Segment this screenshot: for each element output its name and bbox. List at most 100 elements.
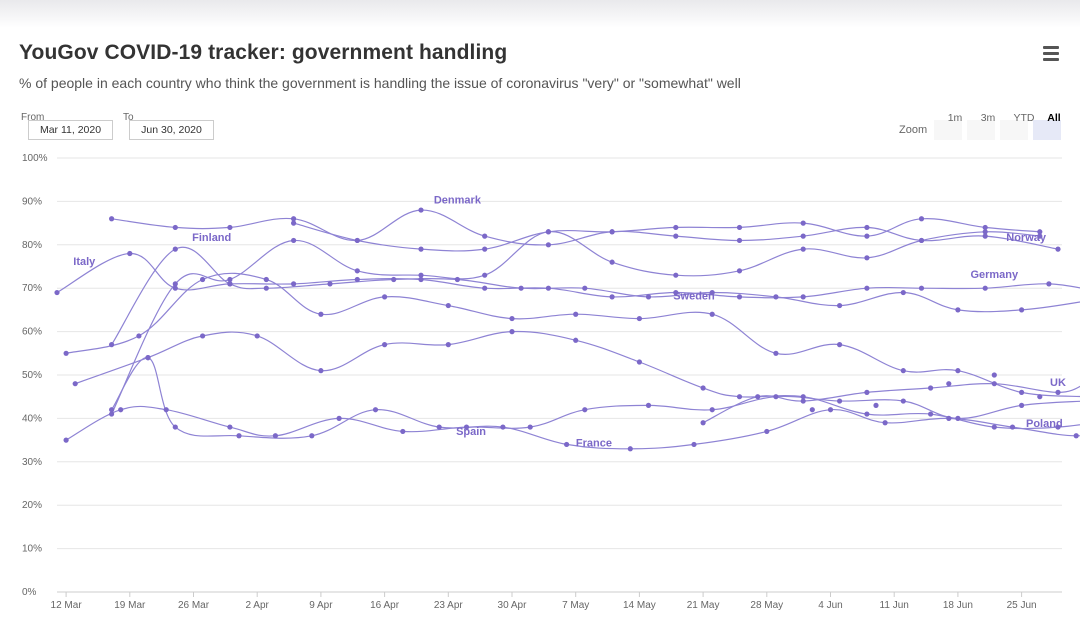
data-point-italy [172,285,178,291]
data-point-germany [263,285,269,291]
menu-icon-bar [1043,52,1059,55]
data-point-norway [1037,229,1043,235]
data-point-finland [736,268,743,274]
x-tick-label: 7 May [562,600,589,611]
x-tick-label: 12 Mar [51,600,83,611]
data-point-finland [982,229,988,235]
x-tick-label: 28 May [750,600,783,611]
data-point-italy [418,276,424,283]
data-point-poland [827,407,834,413]
data-point-italy [291,281,297,287]
data-point-sweden [200,276,206,283]
data-point-italy [127,250,133,257]
data-point-poland [691,441,697,448]
data-point-italy [545,285,552,291]
data-point-norway [673,224,679,231]
y-tick-label: 90% [22,196,42,207]
data-point-germany [391,276,397,283]
data-point-germany [327,281,333,287]
chart-subtitle: % of people in each country who think th… [19,75,741,91]
zoom-all-button[interactable]: All [1047,112,1061,124]
data-point-finland [609,259,615,265]
data-point-finland [864,255,870,261]
y-tick-label: 100% [22,153,48,164]
zoom-1m-button[interactable]: 1m [947,112,963,124]
data-point-sweden [445,302,451,309]
data-point-sweden [1019,389,1025,395]
data-point-norway [354,237,360,244]
data-point-uk [509,329,515,335]
data-point-germany [709,289,715,296]
data-point-france [800,398,806,404]
data-point-spain [63,437,69,443]
data-point-denmark [109,216,115,222]
data-point-sweden [382,294,388,300]
data-point-france [991,381,997,387]
data-point-finland [354,268,360,274]
data-point-poland [372,407,379,413]
x-tick-label: 9 Apr [309,600,333,611]
x-tick-label: 21 May [687,600,720,611]
data-point-uk [254,333,260,339]
series-labels: Denmark Norway Finland Italy Germany Sweden UK… [73,195,1066,450]
data-point-spain [227,424,233,430]
y-tick-label: 80% [22,240,42,251]
zoom-ytd-button-bg[interactable] [1000,120,1028,140]
data-point-denmark [418,207,424,213]
data-point-poland [882,420,888,426]
data-point-germany [518,285,524,291]
y-tick-label: 0% [22,587,37,598]
menu-icon-bar [1043,46,1059,49]
series-line-finland [111,231,1040,415]
data-point-finland [109,411,115,417]
data-point-spain [336,415,342,421]
hamburger-menu-icon[interactable] [1043,46,1059,61]
data-point-denmark [291,216,297,222]
data-point-poland [109,407,115,413]
series-label-france: France [576,438,612,450]
data-point-spain [955,415,961,421]
data-point-poland [436,424,442,430]
x-tick-label: 19 Mar [114,600,146,611]
data-point-denmark [545,242,552,248]
data-point-norway [800,220,806,226]
data-point-poland [172,424,178,430]
menu-icon-bar [1043,58,1059,61]
data-point-poland [309,433,315,439]
data-point-uk [72,381,78,387]
data-point-france [700,420,706,426]
x-tick-label: 25 Jun [1007,600,1037,611]
from-date-input[interactable]: Mar 11, 2020 [28,120,113,140]
x-tick-label: 4 Jun [818,600,842,611]
data-point-norway [918,216,925,222]
zoom-1m-button-bg[interactable] [934,120,962,140]
to-date-input[interactable]: Jun 30, 2020 [129,120,214,140]
zoom-3m-button-bg[interactable] [967,120,995,140]
data-point-finland [482,272,488,278]
data-point-spain [645,402,652,408]
data-point-spain [527,424,533,430]
data-point-denmark [673,233,679,239]
data-point-denmark [1055,246,1061,252]
from-label: From [21,112,45,123]
data-point-italy [800,294,806,300]
zoom-3m-button[interactable]: 3m [980,112,996,124]
data-point-denmark [172,224,178,231]
data-point-spain [1019,402,1025,408]
data-point-spain [163,407,169,413]
data-point-uk [800,394,806,400]
data-point-denmark [800,233,806,239]
data-point-spain [400,428,406,435]
x-axis: 12 Mar 19 Mar 26 Mar 2 Apr 9 Apr 16 Apr 23 Apr… [51,592,1037,611]
series-label-denmark: Denmark [434,195,482,207]
data-point-poland [1009,424,1016,430]
data-point-sweden [709,311,715,317]
series-label-poland: Poland [1026,418,1063,430]
data-point-norway [418,246,424,252]
zoom-ytd-button[interactable]: YTD [1013,112,1035,124]
data-point-norway [291,220,297,226]
zoom-all-button-bg[interactable] [1033,120,1061,140]
data-point-uk [318,368,324,374]
series-label-spain: Spain [456,426,486,438]
